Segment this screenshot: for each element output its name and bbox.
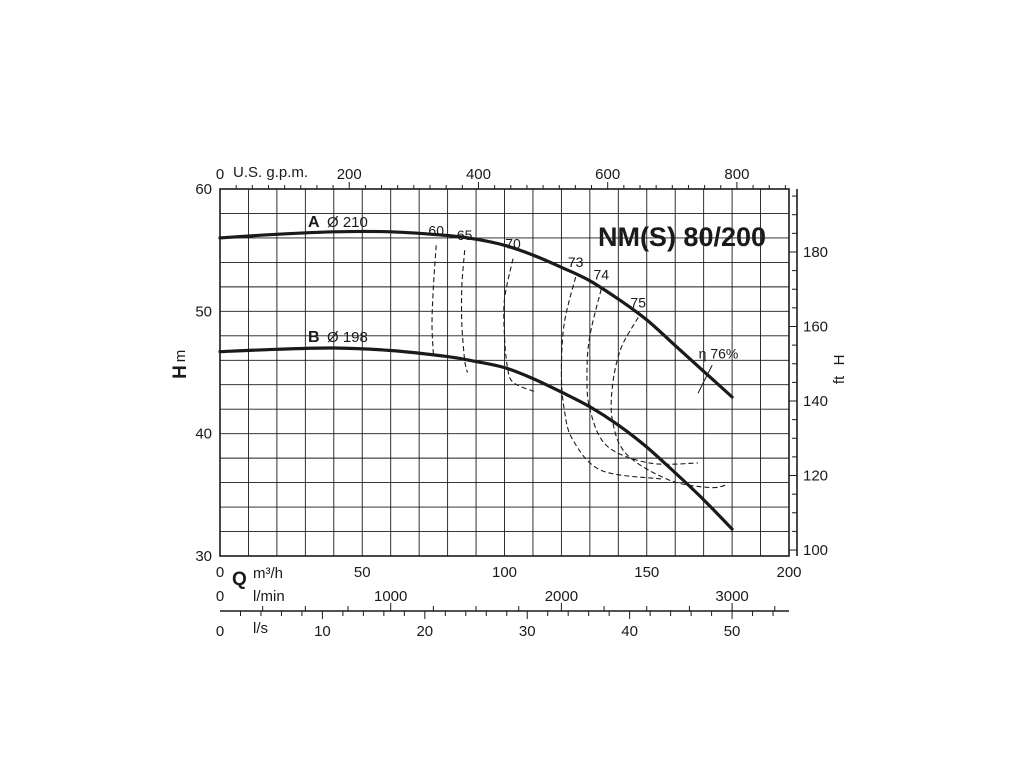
x-lps-tick-label: 40 <box>621 623 638 640</box>
chart-title: NM(S) 80/200 <box>598 222 766 252</box>
y-right-axis-letter: H <box>831 355 848 366</box>
x-top-axis-unit: U.S. g.p.m. <box>233 164 308 181</box>
y-right-axis-unit: ft <box>831 375 848 384</box>
y-left-axis-unit: m <box>172 350 189 363</box>
efficiency-curve-74 <box>586 289 699 465</box>
x-primary-axis-unit: m³/h <box>253 565 283 582</box>
x-primary-tick-label: 0 <box>216 564 224 581</box>
x-lps-axis-unit: l/s <box>253 620 268 637</box>
hq-curve-a <box>218 229 734 399</box>
x-lps-tick-label: 30 <box>519 623 536 640</box>
x-axis-letter: Q <box>232 569 247 590</box>
x-primary-tick-label: 200 <box>776 564 801 581</box>
x-top-tick-label: 200 <box>337 166 362 183</box>
y-right-tick-label: 140 <box>803 393 828 410</box>
efficiency-label-60: 60 <box>428 222 444 238</box>
y-left-axis-letter: H <box>170 365 191 379</box>
x-lps-tick-label: 50 <box>724 623 741 640</box>
x-primary-tick-label: 100 <box>492 564 517 581</box>
efficiency-peak-leader <box>697 364 713 394</box>
efficiency-curve-75 <box>610 317 727 489</box>
efficiency-peak-label: η 76% <box>699 345 739 361</box>
efficiency-curve-65 <box>460 250 469 373</box>
curve-letter-b: B <box>308 329 320 346</box>
curve-diameter-a: Ø 210 <box>327 214 368 231</box>
y-left-tick-label: 30 <box>195 548 212 565</box>
x-lpm-tick-label: 2000 <box>545 588 578 605</box>
x-primary-tick-label: 150 <box>634 564 659 581</box>
curve-letter-a: A <box>308 214 320 231</box>
axes <box>219 182 798 619</box>
x-lps-tick-label: 20 <box>416 623 433 640</box>
x-lpm-tick-label: 3000 <box>715 588 748 605</box>
efficiency-label-65: 65 <box>457 227 473 243</box>
efficiency-curves <box>431 245 727 489</box>
x-lps-tick-label: 0 <box>216 623 224 640</box>
x-lpm-axis-unit: l/min <box>253 588 285 605</box>
x-primary-tick-label: 50 <box>354 564 371 581</box>
x-top-tick-label: 800 <box>724 166 749 183</box>
efficiency-curve-60 <box>431 245 437 355</box>
x-top-tick-label: 0 <box>216 166 224 183</box>
y-right-tick-label: 120 <box>803 468 828 485</box>
x-top-tick-label: 600 <box>595 166 620 183</box>
y-right-tick-label: 180 <box>803 244 828 261</box>
efficiency-label-74: 74 <box>593 266 609 282</box>
grid <box>220 189 789 556</box>
efficiency-curve-70 <box>503 258 537 393</box>
y-right-tick-label: 100 <box>803 542 828 559</box>
y-left-tick-label: 40 <box>195 426 212 443</box>
x-lpm-tick-label: 1000 <box>374 588 407 605</box>
efficiency-label-73: 73 <box>568 254 584 270</box>
efficiency-curve-73 <box>560 276 662 480</box>
hq-curves <box>218 229 734 531</box>
curve-diameter-b: Ø 198 <box>327 329 368 346</box>
x-top-tick-label: 400 <box>466 166 491 183</box>
y-right-tick-label: 160 <box>803 318 828 335</box>
x-lpm-tick-label: 0 <box>216 588 224 605</box>
plot-frame <box>219 188 790 557</box>
hq-curve-b <box>218 346 734 531</box>
y-left-tick-label: 50 <box>195 303 212 320</box>
efficiency-label-75: 75 <box>630 294 646 310</box>
efficiency-label-70: 70 <box>505 236 521 252</box>
y-left-tick-label: 60 <box>195 181 212 198</box>
x-lps-tick-label: 10 <box>314 623 331 640</box>
